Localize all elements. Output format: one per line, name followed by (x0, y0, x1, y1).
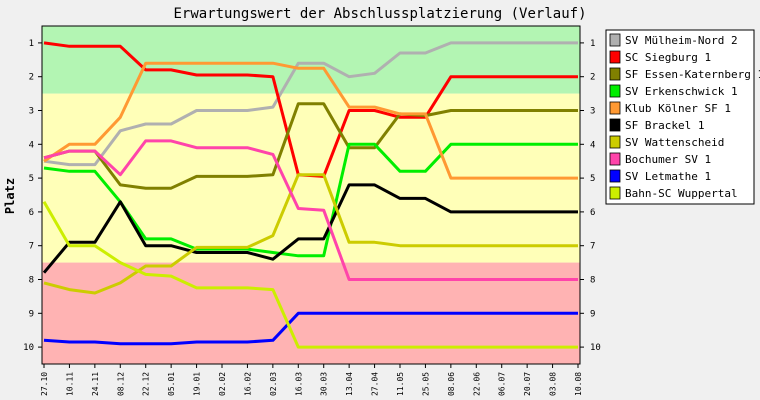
series-line (43, 102, 578, 190)
legend-entry: Bahn-SC Wuppertal (625, 187, 738, 200)
x-tick-label: 16.02 (243, 372, 252, 396)
legend-swatch (609, 186, 621, 200)
y-tick-label-right: 10 (590, 343, 601, 353)
series-line (42, 201, 578, 349)
chart-title: Erwartungswert der Abschlussplatzierung … (173, 6, 586, 22)
legend-swatch (609, 50, 621, 64)
legend-entry: SV Erkenschwick 1 (625, 85, 738, 98)
legend-swatch (609, 101, 621, 115)
x-tick-label: 08.06 (447, 372, 456, 396)
x-tick-label: 27.04 (371, 372, 380, 396)
legend-entry: Klub Kölner SF 1 (625, 102, 731, 115)
y-tick-label-right: 5 (590, 174, 595, 184)
legend: SV Mülheim-Nord 2 SC Siegburg 1 SF Essen-K… (605, 29, 760, 205)
x-tick-label: 11.05 (396, 372, 405, 396)
y-tick-label-right: 4 (590, 140, 595, 150)
x-tick-label: 22.06 (472, 372, 481, 396)
y-tick-label-right: 6 (590, 208, 595, 218)
x-tick-label: 03.08 (549, 372, 558, 396)
legend-entry: SC Siegburg 1 (625, 51, 711, 64)
y-tick-label: 6 (29, 208, 34, 218)
y-tick-label: 7 (29, 242, 34, 252)
x-tick-label: 05.01 (167, 372, 176, 396)
legend-entry: SF Essen-Katernberg 1 (625, 68, 760, 81)
y-tick-label: 1 (29, 39, 34, 49)
y-tick-label: 4 (29, 140, 34, 150)
legend-entry: SV Letmathe 1 (625, 170, 711, 183)
x-tick-label: 24.11 (91, 372, 100, 396)
y-tick-label: 5 (29, 174, 34, 184)
x-tick-label: 20.07 (523, 372, 532, 396)
series-line (43, 139, 578, 281)
series-line (42, 183, 578, 274)
x-tick-label: 30.03 (320, 372, 329, 396)
y-tick-label: 8 (29, 276, 34, 286)
x-tick-label: 22.12 (142, 372, 151, 396)
y-tick-label-right: 8 (590, 276, 595, 286)
y-tick-label: 2 (29, 73, 34, 83)
y-tick-label-right: 7 (590, 242, 595, 252)
x-tick-label: 06.07 (498, 372, 507, 396)
legend-entry: SV Wattenscheid (625, 136, 724, 149)
legend-swatch (609, 84, 621, 98)
y-tick-label-right: 3 (590, 107, 595, 117)
legend-box (605, 29, 755, 205)
x-tick-label: 02.02 (218, 372, 227, 396)
zone-band (42, 26, 580, 94)
x-tick-label: 27.10 (40, 372, 49, 396)
x-tick-label: 10.11 (65, 372, 74, 396)
series-line (43, 61, 578, 180)
y-tick-label-right: 9 (590, 309, 595, 319)
series-line (43, 142, 578, 258)
series-line (43, 173, 578, 295)
legend-entry: SV Mülheim-Nord 2 (625, 34, 738, 47)
x-tick-label: 16.03 (294, 372, 303, 396)
x-tick-label: 13.04 (345, 372, 354, 396)
legend-swatch (609, 152, 621, 166)
y-tick-label: 3 (29, 107, 34, 117)
x-tick-label: 19.01 (193, 372, 202, 396)
x-tick-label: 10.08 (574, 372, 583, 396)
legend-swatch (609, 33, 621, 47)
plot-area: 1 1 2 2 3 3 4 4 5 5 6 6 7 7 8 8 9 9 10 10 27.10 10.11 24.11 08.… (23, 25, 601, 396)
y-tick-label-right: 1 (590, 39, 595, 49)
legend-swatch (609, 67, 621, 81)
y-tick-label: 10 (23, 343, 34, 353)
y-axis-label: Platz (3, 178, 17, 214)
legend-entry: Bochumer SV 1 (625, 153, 711, 166)
x-tick-label: 08.12 (116, 372, 125, 396)
legend-swatch (609, 135, 621, 149)
legend-entry: SF Brackel 1 (625, 119, 704, 132)
x-tick-label: 25.05 (421, 372, 430, 396)
legend-swatch (609, 118, 621, 132)
x-tick-label: 02.03 (269, 372, 278, 396)
series-line (43, 311, 578, 346)
y-tick-label-right: 2 (590, 73, 595, 83)
series-line (43, 41, 578, 167)
plot-frame (41, 25, 581, 365)
y-tick-label: 9 (29, 309, 34, 319)
legend-swatch (609, 169, 621, 183)
